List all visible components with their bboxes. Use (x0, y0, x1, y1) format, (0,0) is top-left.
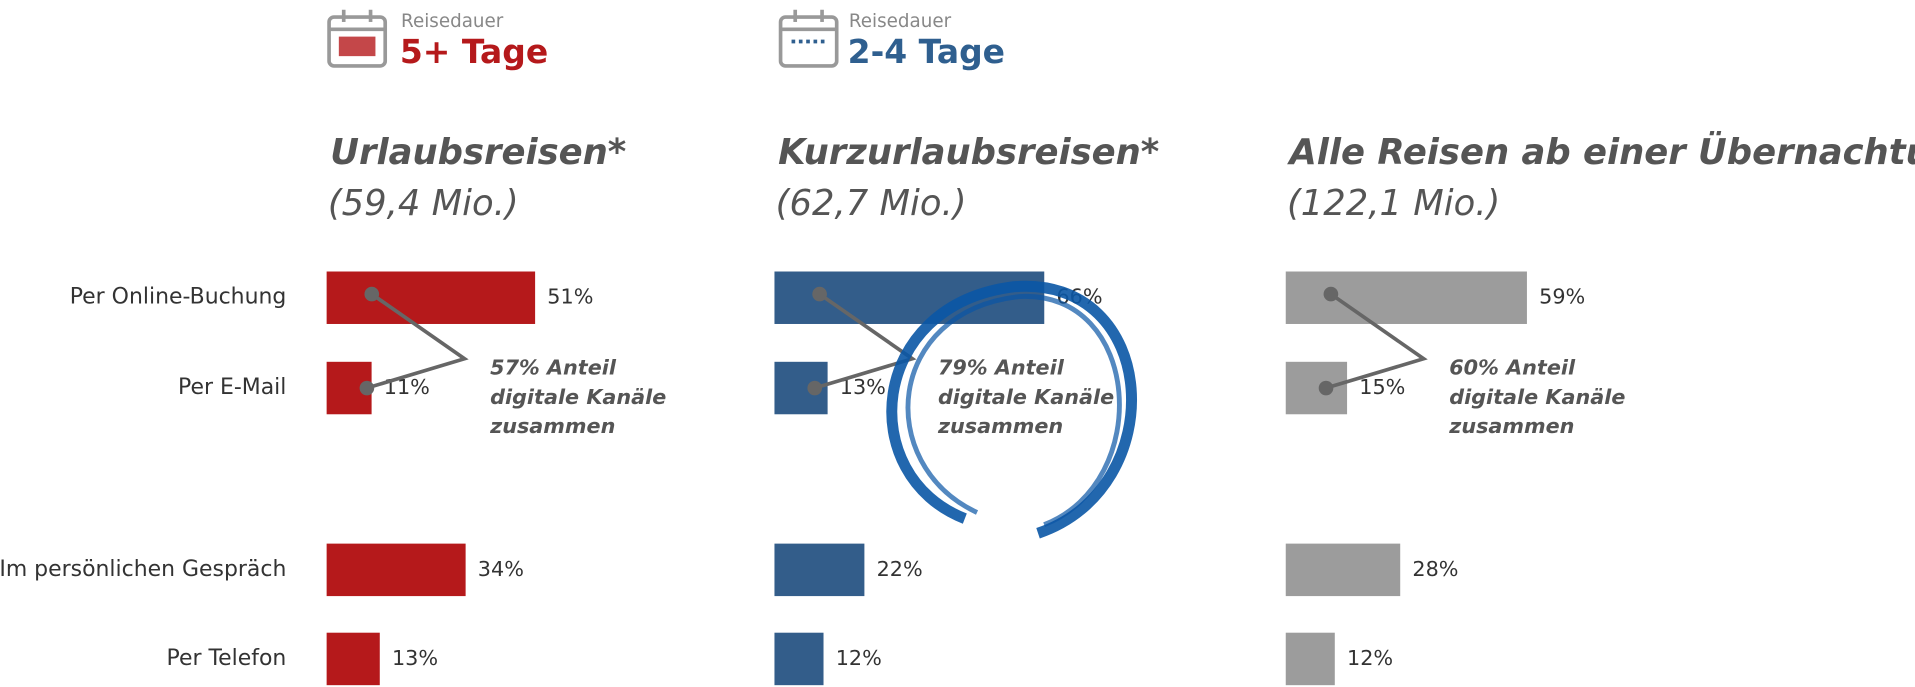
panel-subtitle: (62,7 Mio.) (776, 183, 967, 224)
value-label: 13% (392, 646, 438, 670)
bar (774, 632, 824, 686)
connector-dot (812, 286, 827, 302)
bar (1285, 543, 1401, 597)
header-label: Reisedauer (849, 11, 952, 32)
value-label: 22% (877, 557, 923, 581)
category-label: Im persönlichen Gespräch (0, 557, 286, 582)
connector-dot (359, 380, 375, 396)
connector-dot (1318, 380, 1334, 396)
calendar-icon (327, 9, 388, 68)
connector-dot (807, 380, 823, 396)
category-label: Per Telefon (167, 646, 287, 671)
annotation: zusammen (489, 414, 615, 438)
annotation: digitale Kanäle (490, 385, 666, 409)
connector-dot (1323, 286, 1339, 302)
value-label: 12% (836, 646, 882, 670)
value-label: 59% (1539, 285, 1585, 309)
value-label: 15% (1359, 375, 1405, 399)
annotation: 60% Anteil (1449, 356, 1576, 380)
duration: 2-4 Tage (848, 32, 1005, 71)
header-label: Reisedauer (401, 11, 504, 32)
annotation: zusammen (937, 414, 1063, 438)
annotation: 79% Anteil (938, 356, 1065, 380)
value-label: 34% (478, 557, 524, 581)
panel-subtitle: (122,1 Mio.) (1287, 183, 1500, 224)
connector (366, 292, 469, 390)
duration: 5+ Tage (400, 32, 548, 71)
bar (1285, 271, 1527, 324)
value-label: 12% (1347, 646, 1393, 670)
bar (326, 632, 380, 686)
value-label: 13% (840, 375, 886, 399)
connector-dot (364, 286, 380, 302)
panel-title: Alle Reisen ab einer Übernachtung* (1286, 131, 1915, 173)
category-label: Per Online-Buchung (70, 285, 287, 310)
annotation: digitale Kanäle (1449, 385, 1625, 409)
bar (774, 543, 865, 597)
annotation: zusammen (1448, 414, 1574, 438)
value-label: 51% (547, 285, 593, 309)
connector (1325, 292, 1428, 390)
highlight-circle (886, 280, 1137, 539)
highlight-circle (905, 294, 1122, 527)
value-label: 28% (1412, 557, 1458, 581)
annotation: digitale Kanäle (938, 385, 1114, 409)
bar (326, 271, 536, 324)
bar (1285, 632, 1335, 686)
bar (1285, 361, 1348, 415)
bar (326, 543, 466, 597)
connector (814, 292, 917, 390)
panel-title: Kurzurlaubsreisen* (778, 132, 1159, 173)
value-label: 11% (384, 375, 430, 399)
category-label: Per E-Mail (178, 375, 286, 400)
panel-subtitle: (59,4 Mio.) (328, 183, 519, 224)
calendar-icon (778, 9, 839, 68)
panel-title: Urlaubsreisen* (330, 132, 626, 173)
annotation: 57% Anteil (490, 356, 617, 380)
